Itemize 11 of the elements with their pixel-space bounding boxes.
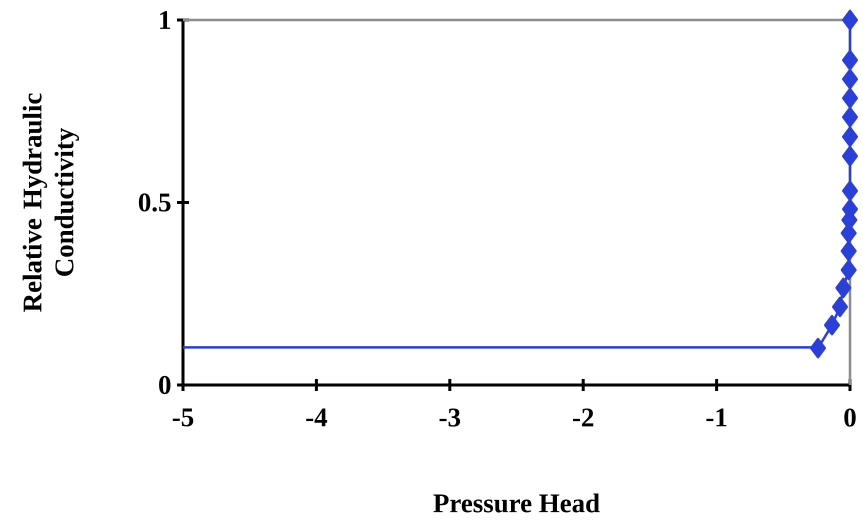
x-tick-label: -4	[306, 408, 328, 426]
x-tick-label: -3	[440, 408, 460, 427]
x-tick-label: 0	[844, 408, 856, 427]
y-tick-label: 0	[159, 376, 170, 394]
y-tick-label: 1	[160, 11, 170, 29]
x-tick-label: -5	[172, 408, 194, 426]
y-tick-label: 0.5	[138, 193, 170, 212]
y-axis-title: Relative Hydraulic Conductivity	[22, 93, 80, 312]
x-tick-label: -2	[572, 408, 594, 426]
x-axis-title: Pressure Head	[433, 494, 600, 513]
x-tick-label: -1	[706, 408, 726, 426]
